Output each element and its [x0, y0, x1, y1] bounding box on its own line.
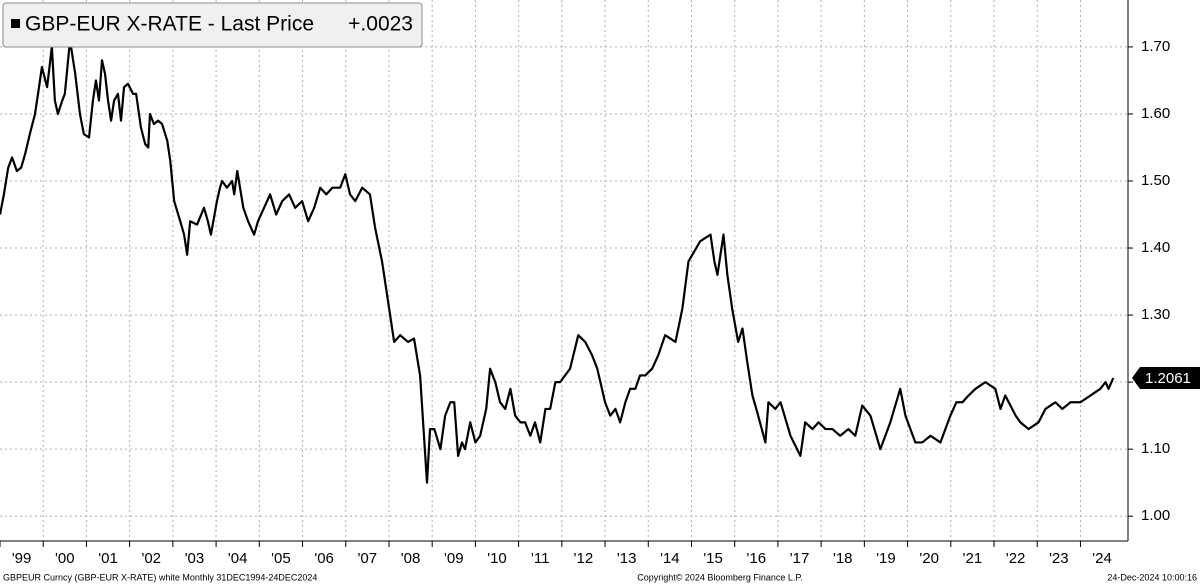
- x-tick-label: '16: [747, 550, 767, 567]
- legend-box: [2, 2, 423, 48]
- last-price-tag: [1132, 367, 1200, 390]
- last-price-label: 1.2061: [1145, 370, 1191, 387]
- x-tick-label: '21: [963, 550, 983, 567]
- x-tick-label: '07: [358, 550, 378, 567]
- footer-center: Copyright© 2024 Bloomberg Finance L.P.: [637, 572, 803, 582]
- x-tick-label: '15: [703, 550, 723, 567]
- x-tick-label: '06: [314, 550, 334, 567]
- y-tick-label: 1.40: [1141, 239, 1170, 256]
- footer-left: GBPEUR Curncy (GBP-EUR X-RATE) white Mon…: [3, 572, 317, 582]
- x-tick-label: '17: [790, 550, 810, 567]
- x-tick-label: '01: [98, 550, 118, 567]
- x-tick-label: '22: [1006, 550, 1026, 567]
- x-tick-label: '10: [487, 550, 507, 567]
- x-tick-label: '02: [141, 550, 161, 567]
- y-tick-label: 1.70: [1141, 38, 1170, 55]
- y-tick-label: 1.30: [1141, 306, 1170, 323]
- x-tick-label: '19: [876, 550, 896, 567]
- x-tick-label: '99: [12, 550, 32, 567]
- legend-label: GBP-EUR X-RATE - Last Price: [25, 13, 314, 36]
- footer-right: 24-Dec-2024 10:00:16: [1107, 572, 1197, 582]
- x-tick-label: '23: [1049, 550, 1069, 567]
- x-tick-label: '09: [444, 550, 464, 567]
- plot: [0, 39, 1115, 484]
- x-tick-label: '12: [574, 550, 594, 567]
- x-tick-label: '18: [833, 550, 853, 567]
- x-tick-label: '11: [531, 550, 549, 567]
- legend-marker: [11, 19, 20, 28]
- x-tick-label: '14: [660, 550, 680, 567]
- y-tick-label: 1.00: [1141, 507, 1170, 524]
- x-tick-label: '04: [228, 550, 248, 567]
- x-tick-label: '08: [401, 550, 421, 567]
- y-tick-label: 1.10: [1141, 440, 1170, 457]
- legend: GBP-EUR X-RATE - Last Price +.0023: [2, 2, 423, 48]
- x-tick-label: '00: [55, 550, 75, 567]
- y-tick-label: 1.60: [1141, 105, 1170, 122]
- x-tick-label: '20: [919, 550, 939, 567]
- x-tick-label: '05: [271, 550, 291, 567]
- x-tick-label: '03: [185, 550, 205, 567]
- x-tick-label: '13: [617, 550, 637, 567]
- y-tick-label: 1.50: [1141, 172, 1170, 189]
- legend-change: +.0023: [348, 13, 413, 36]
- price-line: [0, 39, 1115, 484]
- x-tick-label: '24: [1092, 550, 1112, 567]
- grid: [0, 0, 1128, 541]
